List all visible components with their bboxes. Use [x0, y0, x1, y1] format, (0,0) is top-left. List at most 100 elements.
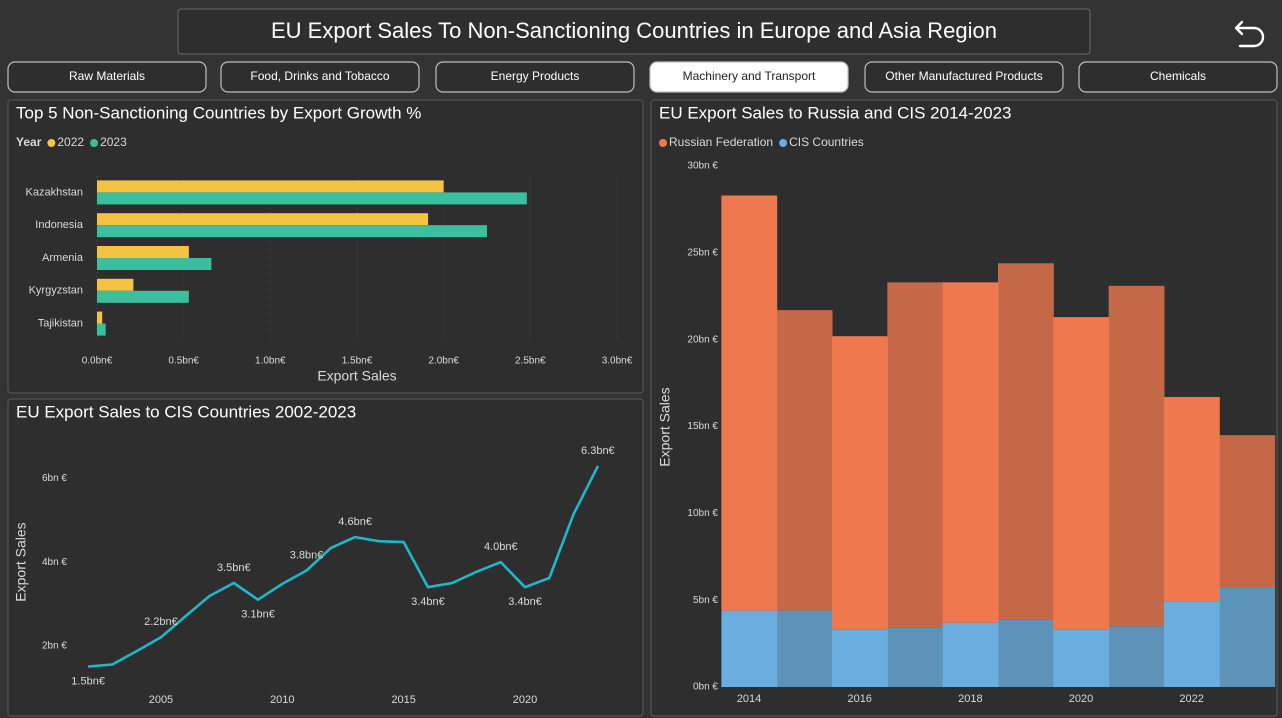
data-label: 3.8bn€ — [290, 549, 324, 561]
legend-marker — [659, 139, 667, 147]
y-tick-label: 5bn € — [693, 595, 718, 606]
tab[interactable] — [649, 61, 849, 93]
y-tick-label: 30bn € — [687, 161, 718, 172]
x-axis-title: Export Sales — [317, 368, 396, 384]
legend-label: 2022 — [57, 135, 84, 149]
legend-marker — [47, 139, 56, 147]
bar — [97, 290, 189, 303]
x-tick-label: 1.0bn€ — [255, 356, 286, 367]
y-tick-label: 15bn € — [687, 421, 718, 432]
y-tick-label: Kyrgyzstan — [29, 285, 83, 297]
x-tick-label: 2020 — [1069, 693, 1093, 705]
tab[interactable] — [1078, 61, 1278, 93]
y-tick-label: 4bn € — [42, 557, 67, 568]
tab[interactable] — [7, 61, 207, 93]
back-button[interactable] — [1234, 20, 1265, 48]
bar-segment — [1219, 588, 1276, 687]
y-tick-label: Kazakhstan — [26, 186, 83, 198]
bar-segment — [1053, 317, 1110, 630]
y-tick-label: Tajikistan — [38, 318, 83, 330]
data-label: 2.2bn€ — [144, 616, 178, 628]
x-tick-label: 2.5bn€ — [515, 356, 546, 367]
x-tick-label: 2010 — [270, 694, 294, 706]
data-label: 3.4bn€ — [508, 596, 542, 608]
chart-title: EU Export Sales to Russia and CIS 2014-2… — [659, 103, 1011, 122]
data-label: 4.6bn€ — [338, 516, 372, 528]
data-label: 3.4bn€ — [411, 596, 445, 608]
x-tick-label: 2005 — [149, 694, 173, 706]
chart-title: EU Export Sales to CIS Countries 2002-20… — [16, 402, 356, 421]
x-tick-label: 1.5bn€ — [342, 356, 373, 367]
x-tick-label: 2020 — [513, 694, 537, 706]
y-tick-label: Indonesia — [35, 219, 84, 231]
bar-segment — [721, 195, 778, 611]
tab[interactable] — [435, 61, 635, 93]
x-tick-label: 0.0bn€ — [82, 356, 113, 367]
line — [87, 465, 600, 668]
bar-segment — [998, 263, 1054, 620]
data-label: 4.0bn€ — [484, 541, 518, 553]
tab-label[interactable]: Food, Drinks and Tobacco — [250, 69, 390, 83]
chart-title: Top 5 Non-Sanctioning Countries by Expor… — [16, 103, 421, 122]
x-tick-label: 2018 — [958, 693, 982, 705]
tab-label[interactable]: Machinery and Transport — [683, 69, 816, 83]
x-tick-label: 3.0bn€ — [602, 356, 633, 367]
bar — [97, 180, 444, 193]
bar-segment — [776, 310, 833, 611]
tab-label[interactable]: Energy Products — [491, 69, 580, 83]
panel — [7, 398, 644, 717]
bar — [97, 192, 527, 205]
tab-label[interactable]: Chemicals — [1150, 69, 1206, 83]
tab[interactable] — [220, 61, 420, 93]
x-tick-label: 2016 — [847, 693, 871, 705]
bar — [97, 278, 134, 291]
y-axis-title: Export Sales — [13, 522, 29, 601]
y-tick-label: 2bn € — [42, 640, 67, 651]
y-tick-label: 25bn € — [687, 247, 718, 258]
bar-segment — [942, 622, 999, 687]
panel — [7, 99, 644, 394]
bar — [97, 311, 103, 324]
tab-label[interactable]: Raw Materials — [69, 69, 145, 83]
legend-marker — [90, 139, 99, 147]
data-label: 3.5bn€ — [217, 562, 251, 574]
legend-label: Russian Federation — [669, 135, 773, 149]
bar-segment — [998, 619, 1054, 687]
y-tick-label: 20bn € — [687, 334, 718, 345]
header-box — [177, 8, 1091, 55]
tab-label[interactable]: Other Manufactured Products — [885, 69, 1042, 83]
legend-label: 2023 — [100, 135, 127, 149]
bar — [97, 258, 212, 270]
bar-segment — [1108, 626, 1165, 687]
bar-segment — [887, 282, 944, 628]
y-axis-title: Export Sales — [657, 387, 673, 466]
bar-segment — [887, 627, 944, 687]
x-tick-label: 0.5bn€ — [168, 356, 199, 367]
data-label: 3.1bn€ — [241, 609, 275, 621]
bar-segment — [776, 610, 833, 687]
header-title: EU Export Sales To Non-Sanctioning Count… — [271, 18, 997, 43]
bar-segment — [1053, 629, 1110, 687]
y-tick-label: 0bn € — [693, 682, 718, 693]
y-tick-label: 10bn € — [687, 508, 718, 519]
data-label: 1.5bn€ — [71, 675, 105, 687]
bar-segment — [832, 336, 888, 630]
bar — [97, 246, 189, 258]
x-tick-label: 2022 — [1179, 693, 1203, 705]
bar-segment — [1163, 396, 1220, 602]
legend-label: CIS Countries — [789, 135, 864, 149]
bar-segment — [1108, 285, 1165, 627]
bar-segment — [832, 629, 888, 687]
bar-segment — [1219, 435, 1276, 589]
back-icon[interactable] — [1234, 20, 1265, 48]
legend-marker — [779, 139, 788, 147]
bar-segment — [721, 610, 778, 687]
data-label: 6.3bn€ — [581, 445, 615, 457]
x-tick-label: 2015 — [391, 694, 415, 706]
tab[interactable] — [864, 61, 1064, 93]
bar-segment — [942, 282, 999, 623]
legend-title: Year — [16, 135, 42, 149]
y-tick-label: Armenia — [42, 252, 84, 264]
bar — [97, 323, 106, 336]
